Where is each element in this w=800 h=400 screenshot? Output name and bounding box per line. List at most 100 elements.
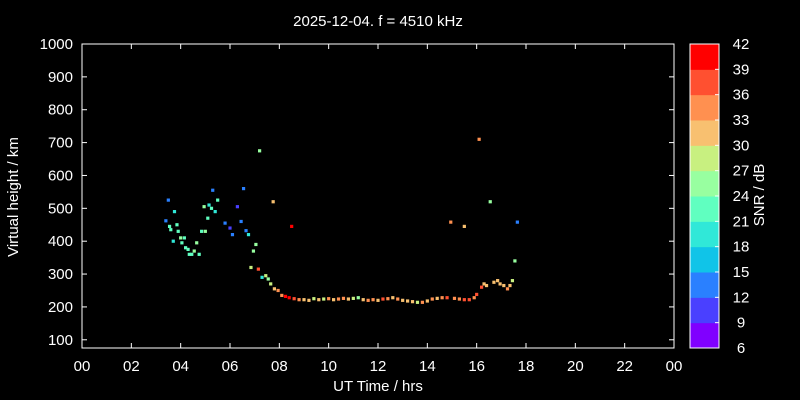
colorbar-tick-label: 15 bbox=[733, 264, 750, 281]
colorbar-tick-label: 21 bbox=[733, 213, 750, 230]
x-tick-label: 08 bbox=[271, 358, 288, 375]
data-point bbox=[435, 296, 439, 300]
colorbar-bin bbox=[690, 272, 719, 298]
data-point bbox=[228, 226, 232, 230]
data-point bbox=[312, 297, 316, 301]
data-point bbox=[505, 287, 510, 291]
y-tick-label: 600 bbox=[48, 167, 73, 184]
x-tick-label: 04 bbox=[172, 358, 189, 375]
data-point bbox=[496, 279, 500, 283]
x-tick-label: 14 bbox=[419, 358, 436, 375]
data-point bbox=[440, 296, 444, 300]
data-point bbox=[430, 297, 434, 301]
colorbar-label: SNR / dB bbox=[751, 164, 768, 227]
data-point bbox=[341, 296, 346, 300]
x-axis-label: UT Time / hrs bbox=[333, 378, 423, 395]
colorbar-tick-label: 39 bbox=[733, 61, 750, 78]
data-point bbox=[164, 219, 168, 223]
data-point bbox=[200, 229, 204, 233]
data-point bbox=[415, 300, 420, 304]
data-point bbox=[195, 241, 199, 245]
data-point bbox=[346, 297, 350, 301]
colorbar-bin bbox=[690, 69, 719, 96]
data-point bbox=[462, 298, 466, 302]
y-tick-label: 200 bbox=[48, 299, 73, 316]
data-point bbox=[175, 223, 179, 227]
data-point bbox=[184, 246, 188, 250]
data-point bbox=[457, 297, 461, 301]
y-tick-label: 100 bbox=[48, 332, 73, 349]
data-point bbox=[246, 233, 251, 237]
data-point bbox=[251, 249, 256, 253]
colorbar-tick-label: 33 bbox=[733, 112, 750, 129]
data-point bbox=[244, 229, 248, 233]
x-tick-label: 02 bbox=[123, 358, 140, 375]
data-point bbox=[254, 242, 258, 247]
data-point bbox=[401, 298, 405, 302]
data-point bbox=[206, 216, 210, 220]
data-point bbox=[264, 274, 268, 278]
data-point bbox=[260, 275, 264, 279]
colorbar-bin bbox=[690, 44, 719, 70]
data-point bbox=[190, 252, 194, 256]
x-tick-label: 10 bbox=[320, 358, 337, 375]
x-tick-label: 12 bbox=[370, 358, 387, 375]
data-point bbox=[249, 265, 253, 270]
data-point bbox=[449, 220, 453, 224]
data-point bbox=[510, 279, 515, 283]
data-point bbox=[166, 198, 170, 202]
data-point bbox=[484, 283, 489, 288]
x-tick-label: 00 bbox=[666, 358, 683, 375]
plot-area: 00 02 04 06 08 10 12 14 16 18 20 22 0010020030040050… bbox=[40, 36, 683, 375]
data-point bbox=[381, 297, 385, 301]
data-point bbox=[297, 298, 301, 302]
colorbar-bin bbox=[690, 120, 719, 146]
data-point bbox=[172, 210, 177, 214]
colorbar-bin bbox=[690, 196, 719, 222]
x-tick-label: 00 bbox=[74, 358, 91, 375]
data-point bbox=[203, 229, 207, 233]
data-point bbox=[169, 228, 173, 232]
data-point bbox=[197, 252, 201, 256]
data-point bbox=[230, 233, 235, 237]
data-point bbox=[167, 224, 172, 228]
data-point bbox=[477, 137, 481, 141]
colorbar-tick-label: 18 bbox=[733, 239, 750, 256]
data-point bbox=[351, 296, 355, 300]
data-point bbox=[502, 283, 506, 288]
y-tick-label: 900 bbox=[48, 69, 73, 86]
colorbar-bin bbox=[690, 145, 719, 172]
data-point bbox=[280, 293, 284, 298]
y-tick-label: 400 bbox=[48, 233, 73, 250]
data-point bbox=[258, 149, 262, 153]
data-point bbox=[391, 296, 395, 300]
colorbar-bin bbox=[690, 170, 719, 197]
chart-title: 2025-12-04. f = 4510 kHz bbox=[293, 13, 463, 30]
data-point bbox=[406, 299, 410, 303]
data-point bbox=[420, 300, 424, 304]
x-tick-label: 16 bbox=[468, 358, 485, 375]
data-point bbox=[176, 229, 180, 233]
data-point bbox=[366, 298, 370, 302]
colorbar-tick-label: 36 bbox=[733, 87, 750, 104]
y-tick-label: 800 bbox=[48, 102, 73, 119]
data-point bbox=[192, 249, 196, 253]
data-point bbox=[207, 203, 211, 207]
data-point bbox=[211, 188, 215, 192]
colorbar-bin bbox=[690, 322, 719, 349]
data-point bbox=[425, 299, 429, 303]
colorbar-tick-label: 6 bbox=[737, 340, 745, 357]
x-tick-label: 22 bbox=[616, 358, 633, 375]
colorbar-bin bbox=[690, 297, 719, 324]
data-point bbox=[332, 298, 336, 302]
colorbar-bin bbox=[690, 221, 719, 248]
data-point bbox=[271, 200, 275, 204]
data-point bbox=[452, 296, 457, 300]
colorbar-bin bbox=[690, 246, 719, 273]
data-point bbox=[283, 294, 288, 299]
data-point bbox=[467, 298, 471, 302]
data-point bbox=[290, 224, 294, 228]
data-point bbox=[480, 285, 484, 289]
data-point bbox=[186, 247, 190, 252]
